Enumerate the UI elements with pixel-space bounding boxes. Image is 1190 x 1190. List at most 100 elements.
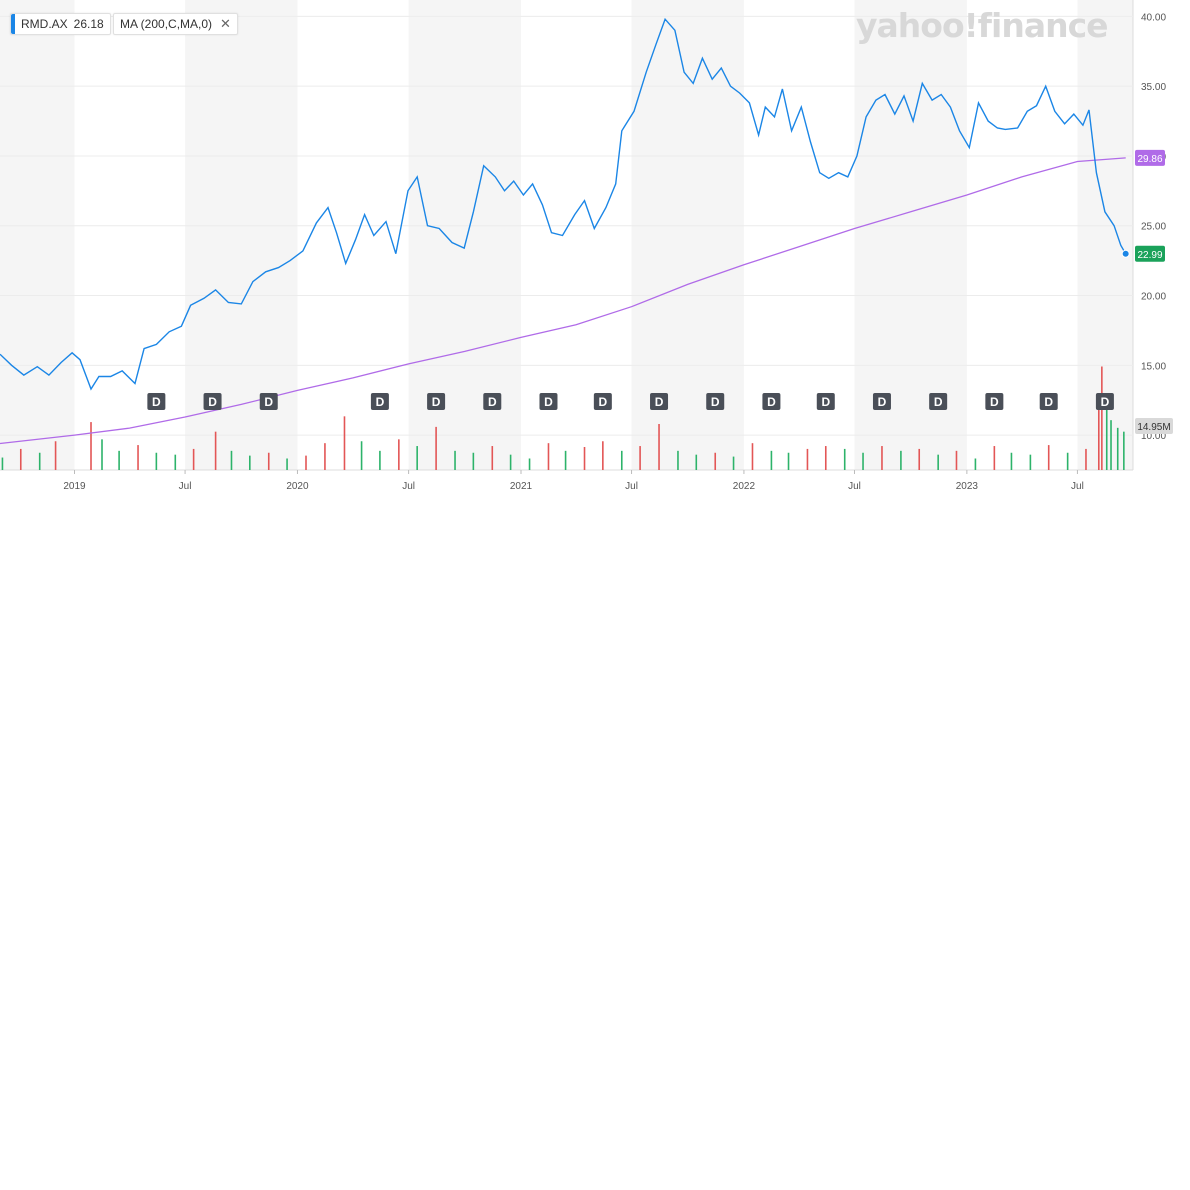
- volume-bar: [1105, 393, 1108, 470]
- dividend-marker: D: [1095, 393, 1114, 410]
- dividend-badge: [259, 393, 278, 410]
- price-line: [0, 17, 1127, 391]
- ma-badge-box: [1135, 149, 1165, 166]
- volume-bar: [416, 446, 418, 470]
- dividend-marker: D: [985, 393, 1004, 410]
- last-price-badge-box: [1135, 245, 1165, 262]
- symbol-price: 26.18: [73, 17, 104, 31]
- dividend-marker: D: [1039, 393, 1058, 410]
- dividend-badge: [147, 393, 166, 410]
- volume-bar: [343, 416, 346, 470]
- dividend-label: D: [599, 395, 608, 409]
- dividend-label: D: [488, 395, 497, 409]
- volume-bar: [472, 452, 475, 470]
- volume-badge-box: [1135, 418, 1173, 434]
- volume-bars: [1, 366, 1125, 470]
- volume-bar: [324, 443, 326, 470]
- volume-bar: [564, 450, 567, 470]
- volume-bar: [1101, 366, 1103, 470]
- dividend-marker: D: [427, 393, 446, 410]
- volume-bar: [547, 443, 550, 470]
- dividend-badge: [203, 393, 222, 410]
- volume-bar: [174, 454, 177, 470]
- volume-bar: [491, 446, 494, 470]
- dividend-label: D: [878, 395, 887, 409]
- volume-bar: [90, 422, 92, 470]
- dividend-label: D: [376, 395, 385, 409]
- y-tick-label: 35.00: [1141, 82, 1166, 93]
- dividend-label: D: [767, 395, 776, 409]
- volume-bar: [695, 454, 698, 470]
- x-tick-label: Jul: [402, 481, 415, 492]
- dividend-badge: [1095, 393, 1114, 410]
- dividend-label: D: [711, 395, 720, 409]
- period-band: [408, 0, 521, 470]
- ma-badge: 29.86: [1135, 149, 1165, 166]
- dividend-label: D: [432, 395, 441, 409]
- dividend-badge: [762, 393, 781, 410]
- volume-bar: [1047, 445, 1050, 470]
- volume-bar: [881, 446, 883, 470]
- dividend-marker: D: [147, 393, 166, 410]
- volume-bar: [454, 450, 456, 470]
- volume-bar: [1123, 431, 1125, 470]
- y-tick-label: 20.00: [1141, 292, 1166, 303]
- y-tick-label: 15.00: [1141, 361, 1166, 372]
- y-tick-label: 10.00: [1141, 431, 1166, 442]
- dividend-marker: D: [593, 393, 612, 410]
- dividend-marker: D: [259, 393, 278, 410]
- volume-bar: [435, 426, 437, 470]
- volume-bar: [1097, 402, 1100, 470]
- x-tick-label: Jul: [1071, 481, 1084, 492]
- dividend-marker: D: [203, 393, 222, 410]
- dividend-label: D: [1101, 395, 1110, 409]
- dividend-badge: [985, 393, 1004, 410]
- symbol-legend[interactable]: RMD.AX 26.18: [10, 13, 111, 35]
- volume-bar: [214, 431, 217, 470]
- dividend-marker: D: [370, 393, 389, 410]
- dividend-badge: [816, 393, 835, 410]
- dividend-badge: [1039, 393, 1058, 410]
- dividend-badge: [706, 393, 725, 410]
- series-color-swatch: [11, 14, 15, 34]
- period-band: [0, 0, 75, 470]
- volume-badge-value: 14.95M: [1137, 422, 1170, 433]
- volume-bar: [770, 450, 773, 470]
- volume-bar: [1, 457, 4, 470]
- y-tick-label: 40.00: [1141, 12, 1166, 23]
- dividend-badge: [872, 393, 891, 410]
- x-tick-label: 2020: [286, 481, 309, 492]
- x-tick-label: 2021: [510, 481, 533, 492]
- volume-bar: [54, 441, 57, 470]
- period-bands: [0, 0, 1133, 470]
- x-tick-label: 2023: [956, 481, 979, 492]
- y-tick-label: 25.00: [1141, 222, 1166, 233]
- dividend-badge: [427, 393, 446, 410]
- dividend-badge: [370, 393, 389, 410]
- indicator-legend[interactable]: MA (200,C,MA,0) ✕: [113, 13, 238, 35]
- volume-bar: [101, 439, 103, 470]
- volume-bar: [267, 452, 270, 470]
- volume-bar: [1066, 452, 1069, 470]
- period-band: [1077, 0, 1133, 470]
- dividend-marker: D: [762, 393, 781, 410]
- symbol-label: RMD.AX: [21, 17, 68, 31]
- volume-bar: [1116, 427, 1119, 470]
- dividend-label: D: [990, 395, 999, 409]
- x-tick-label: Jul: [848, 481, 861, 492]
- x-tick-label: Jul: [179, 481, 192, 492]
- volume-bar: [900, 450, 902, 470]
- volume-bar: [155, 452, 158, 470]
- volume-bar: [677, 450, 679, 470]
- volume-bar: [824, 446, 827, 470]
- volume-bar: [974, 458, 977, 470]
- dividend-badge: [593, 393, 612, 410]
- volume-bar: [286, 458, 288, 470]
- close-icon[interactable]: ✕: [220, 16, 231, 31]
- price-badges: 29.86 22.99 14.95M: [1121, 149, 1173, 434]
- volume-bar: [305, 455, 307, 470]
- volume-bar: [862, 452, 864, 470]
- dividend-marker: D: [816, 393, 835, 410]
